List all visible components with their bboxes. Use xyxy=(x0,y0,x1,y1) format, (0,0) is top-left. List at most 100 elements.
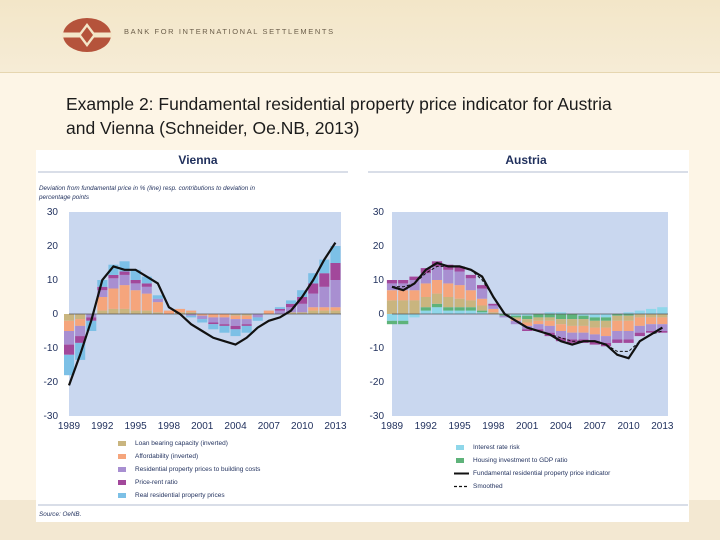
vienna-bar-afford-2003 xyxy=(219,314,230,318)
vienna-bar-loan-1995 xyxy=(130,310,141,314)
bank-name: BANK FOR INTERNATIONAL SETTLEMENTS xyxy=(124,27,335,36)
vienna-bar-real-2004 xyxy=(230,329,241,337)
austria-bar-resid-2003 xyxy=(544,325,555,333)
vienna-legend-swatch-1 xyxy=(118,454,126,459)
vienna-bar-real-2012 xyxy=(319,259,330,274)
austria-bar-interest-1994 xyxy=(443,310,454,314)
austria-bar-afford-2006 xyxy=(578,325,589,333)
austria-bar-interest-1990 xyxy=(398,314,409,321)
vienna-bar-afford-1995 xyxy=(130,290,141,311)
vienna-bar-resid-2012 xyxy=(319,286,330,308)
austria-bar-interest-2000 xyxy=(510,314,521,316)
vienna-ytick-10: 10 xyxy=(47,275,59,286)
austria-bar-loan-1994 xyxy=(443,297,454,308)
vienna-bar-rent-2008 xyxy=(274,308,285,311)
austria-bar-interest-2007 xyxy=(589,314,600,318)
vienna-bar-real-1991 xyxy=(86,320,97,331)
vienna-bar-loan-1990 xyxy=(75,314,86,320)
vienna-bar-rent-1996 xyxy=(141,283,152,287)
austria-bar-afford-2004 xyxy=(555,324,567,331)
austria-bar-rent-1989 xyxy=(386,280,398,284)
austria-bar-loan-2012 xyxy=(646,314,657,318)
austria-bar-interest-2003 xyxy=(544,312,555,314)
vienna-bar-resid-2004 xyxy=(230,319,241,326)
austria-bar-resid-2005 xyxy=(567,332,578,340)
austria-bar-rent-1990 xyxy=(398,280,409,284)
vienna-indicator-line xyxy=(67,241,337,386)
vienna-bar-resid-2005 xyxy=(241,319,252,325)
vienna-legend-label-0: Loan bearing capacity (inverted) xyxy=(135,440,228,447)
austria-ytick--30: -30 xyxy=(370,411,385,422)
vienna-bar-afford-2011 xyxy=(308,307,319,311)
vienna-title: Vienna xyxy=(178,153,217,167)
vienna-bar-resid-1992 xyxy=(97,290,108,297)
vienna-bar-rent-1993 xyxy=(108,274,119,279)
vienna-legend-label-4: Real residential property prices xyxy=(135,492,225,499)
vienna-bar-rent-2002 xyxy=(208,322,219,325)
austria-bar-resid-1993 xyxy=(431,266,443,280)
vienna-bar-loan-2000 xyxy=(186,312,197,314)
vienna-bar-afford-1998 xyxy=(163,310,174,314)
austria-smoothed-line xyxy=(392,265,663,352)
vienna-xtick-1989: 1989 xyxy=(58,421,81,432)
vienna-bar-resid-1989 xyxy=(64,331,75,345)
vienna-xtick-2007: 2007 xyxy=(258,421,281,432)
vienna-bar-afford-1999 xyxy=(175,308,186,313)
austria-legend-label-1: Housing investment to GDP ratio xyxy=(473,457,568,464)
austria-bar-loan-1990 xyxy=(398,300,409,314)
austria-bar-rent-2011 xyxy=(634,332,645,337)
austria-bar-afford-2013 xyxy=(657,317,668,325)
austria-bar-loan-2011 xyxy=(634,314,645,318)
vienna-bar-real-1993 xyxy=(108,264,119,275)
chart-figure: Vienna Deviation from fundamental price … xyxy=(36,150,689,522)
austria-bar-loan-2013 xyxy=(657,314,668,318)
slide-title-line-2: and Vienna (Schneider, Oe.NB, 2013) xyxy=(66,118,360,138)
austria-xtick-2001: 2001 xyxy=(516,421,539,432)
austria-xtick-1992: 1992 xyxy=(415,421,438,432)
vienna-bar-afford-1996 xyxy=(141,293,152,311)
austria-xtick-1989: 1989 xyxy=(381,421,404,432)
vienna-subtitle-1: Deviation from fundamental price in % (l… xyxy=(39,185,255,192)
vienna-bar-real-2008 xyxy=(274,307,285,309)
vienna-bar-afford-2000 xyxy=(186,310,197,313)
austria-bar-resid-1991 xyxy=(409,280,420,291)
austria-bar-loan-2010 xyxy=(623,315,634,321)
austria-bar-resid-2010 xyxy=(623,331,634,340)
austria-bar-interest-1989 xyxy=(386,314,398,321)
vienna-bar-loan-2005 xyxy=(241,314,252,316)
austria-bar-housing-2007 xyxy=(589,317,600,321)
source-note: Source: OeNB. xyxy=(39,511,81,518)
austria-bar-housing-2002 xyxy=(533,314,544,318)
vienna-bar-loan-2010 xyxy=(297,312,308,314)
vienna-legend-swatch-0 xyxy=(118,441,126,446)
austria-bar-housing-2009 xyxy=(612,314,623,316)
austria-bar-interest-1992 xyxy=(420,310,431,314)
austria-bar-loan-2008 xyxy=(600,320,612,328)
austria-xtick-1995: 1995 xyxy=(448,421,471,432)
austria-bar-housing-1994 xyxy=(443,307,454,311)
vienna-bar-afford-2013 xyxy=(330,307,341,311)
austria-bar-loan-1995 xyxy=(454,298,465,308)
austria-bar-loan-1996 xyxy=(465,300,476,308)
vienna-bar-loan-1989 xyxy=(64,314,75,321)
austria-bar-afford-1996 xyxy=(465,290,476,301)
vienna-bar-real-2009 xyxy=(286,300,297,304)
austria-bar-rent-1997 xyxy=(477,285,488,289)
austria-bar-afford-1990 xyxy=(398,290,409,301)
austria-bar-afford-1997 xyxy=(477,298,488,306)
austria-bar-loan-1997 xyxy=(477,305,488,311)
austria-bar-afford-2007 xyxy=(589,327,600,335)
vienna-bar-rent-1990 xyxy=(75,336,86,343)
austria-bar-loan-2004 xyxy=(555,319,567,325)
vienna-bar-loan-2009 xyxy=(286,312,297,314)
vienna-bar-real-2005 xyxy=(241,325,252,333)
vienna-bar-resid-2006 xyxy=(252,314,263,318)
austria-bar-interest-1995 xyxy=(454,310,465,314)
vienna-bar-afford-2004 xyxy=(230,315,241,320)
austria-ytick-0: 0 xyxy=(378,309,384,320)
vienna-bar-real-1997 xyxy=(152,295,163,299)
vienna-bar-loan-1992 xyxy=(97,310,108,314)
vienna-legend: Loan bearing capacity (inverted) Affordab… xyxy=(118,440,261,499)
austria-title: Austria xyxy=(505,153,547,167)
